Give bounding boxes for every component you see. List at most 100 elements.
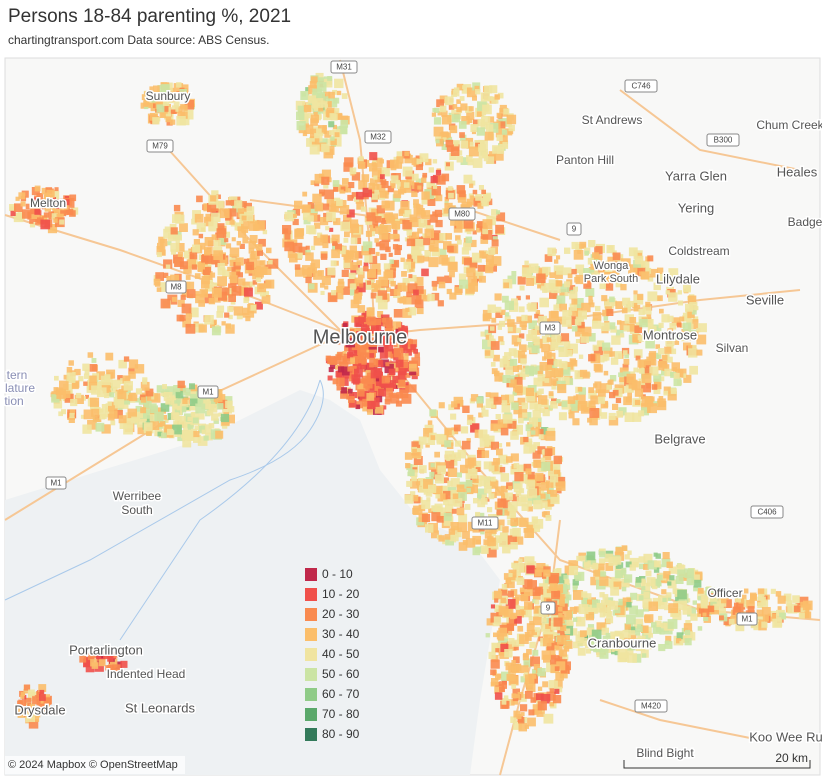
census-block [375,295,383,303]
place-label: Panton Hill [556,153,614,167]
census-block [325,226,330,231]
census-block [577,387,583,392]
census-block [25,203,31,209]
census-block [373,284,381,292]
census-block [128,367,135,375]
census-block [430,463,435,468]
census-block [183,250,192,259]
census-block [623,325,630,332]
legend-label: 10 - 20 [322,587,360,601]
census-block [485,633,490,638]
census-block [180,294,186,300]
census-block [488,465,495,472]
census-block [623,359,630,365]
census-block [500,427,509,436]
census-block [476,127,486,136]
census-block [573,298,584,308]
census-block [93,416,98,421]
census-block [593,644,601,653]
census-block [574,304,583,313]
census-block [356,201,365,210]
census-block [508,638,515,645]
census-block [434,107,440,113]
census-block [665,640,670,645]
census-block [216,311,224,318]
census-block [362,187,372,198]
census-block [411,190,418,197]
census-block [335,243,342,251]
census-block [638,595,644,601]
census-block [393,289,401,296]
census-block [436,99,444,108]
census-block [163,92,172,100]
census-block [675,576,684,584]
census-block [462,405,470,413]
census-block [180,91,186,97]
census-block [248,221,258,231]
census-block [394,335,401,342]
census-block [505,366,514,375]
census-block [499,358,509,368]
census-block [128,392,138,402]
census-block [506,623,514,631]
census-block [150,421,160,430]
census-block [453,424,461,432]
census-block [798,605,806,612]
census-block [421,513,431,523]
census-block [447,496,457,506]
census-block [231,237,236,242]
census-block [522,412,528,418]
census-block [588,400,596,408]
census-block [446,162,450,167]
census-block [314,133,323,142]
legend-swatch [305,568,317,581]
census-block [257,283,267,293]
census-block [296,111,305,120]
census-block [579,241,587,249]
census-block [160,238,168,247]
census-block [515,605,520,610]
census-block [524,528,534,538]
census-block [568,560,579,570]
census-block [569,291,578,300]
census-block [502,142,508,148]
census-block [186,289,196,298]
census-block [632,412,642,422]
census-block [553,591,561,598]
census-block [183,422,192,431]
census-block [681,329,689,337]
census-block [508,573,513,578]
census-block [592,319,602,329]
census-block [444,275,452,284]
census-block [343,353,351,361]
census-block [345,186,352,193]
census-block [519,333,525,339]
census-block [268,258,279,269]
census-block [546,642,555,651]
road-shield-label: 9 [572,225,577,234]
census-block [385,387,393,396]
census-block [655,553,661,559]
census-block [481,189,486,195]
census-block [243,297,249,304]
census-block [532,649,539,656]
census-block [318,77,325,84]
census-block [657,574,663,581]
census-block [431,186,441,196]
census-block [404,185,411,193]
census-block [311,141,317,147]
census-block [395,359,404,368]
census-block [56,199,65,208]
census-block [218,291,227,301]
census-block [435,494,440,499]
census-block [244,212,254,222]
census-block [646,577,656,587]
census-block [229,219,235,225]
census-block [356,191,364,200]
census-block [540,501,548,509]
census-block [603,316,609,321]
census-block [691,309,697,315]
census-block [648,601,658,611]
census-block [481,450,490,458]
census-block [644,366,653,375]
